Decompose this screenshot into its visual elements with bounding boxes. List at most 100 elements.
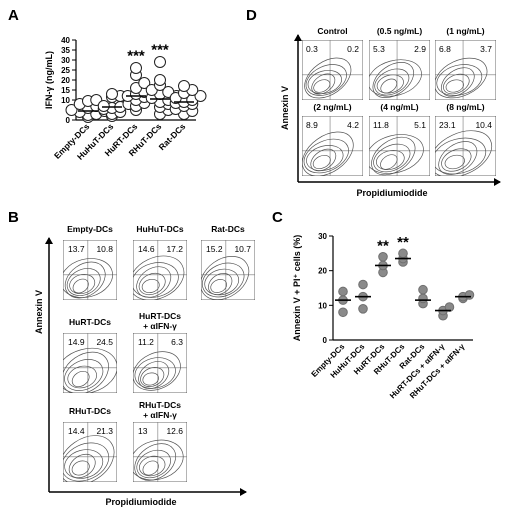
data-point [378, 251, 388, 262]
contour-plot: 5.3 2.9 [369, 40, 430, 100]
contour-line [304, 57, 352, 99]
quadrant-ur-value: 12.6 [166, 426, 183, 436]
plot-title: Empty-DCs [67, 224, 113, 234]
contour-line [134, 443, 177, 481]
data-point [464, 290, 475, 300]
contour-body [435, 116, 496, 176]
quadrant-ul-value: 13.7 [68, 244, 85, 254]
contour-body [435, 40, 496, 100]
y-tick-label: 25 [61, 66, 70, 75]
contour-line [376, 74, 404, 94]
contour-plot: 8.9 4.2 [302, 116, 363, 176]
contour-line [69, 274, 96, 294]
contour-line [435, 130, 493, 176]
contour-line [445, 79, 464, 93]
contour-line [64, 261, 106, 299]
contour-line [306, 145, 344, 171]
contour-plot: 11.8 5.1 [369, 116, 430, 176]
plot-title: (4 ng/mL) [380, 102, 418, 112]
contour-plot: 15.2 10.7 [201, 240, 255, 300]
plot-title: (0.5 ng/mL) [377, 26, 423, 36]
contour-body [133, 333, 187, 393]
panel-a-y-axis-label: IFN-γ (ng/mL) [44, 51, 54, 109]
contour-body [369, 116, 430, 176]
quadrant-ul-value: 11.8 [373, 120, 389, 130]
contour-line [71, 460, 90, 476]
panel-d-y-axis-label: Annexin V [280, 86, 290, 130]
contour-line [374, 68, 410, 96]
contour-line [435, 137, 487, 175]
contour-line [142, 372, 159, 386]
contour-body [63, 333, 117, 393]
contour-line [140, 367, 165, 387]
contour-body [201, 240, 255, 300]
panel-letter-d: D [246, 7, 257, 24]
data-point [130, 62, 142, 74]
plot-title: (8 ng/mL) [446, 102, 484, 112]
data-point [194, 90, 207, 102]
plot-title: HuRT-DCs [69, 317, 111, 327]
quadrant-ur-value: 4.2 [347, 120, 359, 130]
plot-title: Control [317, 26, 347, 36]
plot-subtitle: + αIFN-γ [143, 410, 177, 420]
contour-line [142, 460, 159, 476]
contour-line [72, 278, 89, 294]
contour-line [138, 361, 170, 389]
contour-line [138, 272, 166, 296]
panel-letter-a: A [8, 7, 19, 24]
data-point [97, 100, 110, 112]
data-point [444, 302, 455, 312]
plot-title: (2 ng/mL) [313, 102, 351, 112]
data-point [418, 293, 428, 304]
quadrant-ul-value: 13 [138, 426, 148, 436]
contour-line [133, 262, 179, 298]
y-tick-label: 15 [61, 86, 70, 95]
panel-d-contour-grid: Annexin V Propidiumiodide Control 0.3 0.2 (… [280, 26, 501, 198]
plot-title: (1 ng/mL) [446, 26, 484, 36]
y-tick-label: 10 [318, 301, 327, 310]
category-label: Rat-DCs [157, 121, 188, 152]
contour-line [64, 449, 104, 479]
quadrant-ur-value: 21.3 [96, 426, 113, 436]
plot-title: HuRT-DCs [139, 311, 181, 321]
quadrant-ur-value: 10.4 [475, 120, 492, 130]
quadrant-ul-value: 15.2 [206, 244, 223, 254]
contour-line [312, 154, 331, 170]
quadrant-ur-value: 24.5 [96, 337, 113, 347]
contour-plot: 13.7 10.8 [63, 240, 117, 300]
contour-plot: 23.1 10.4 [435, 116, 496, 176]
quadrant-ur-value: 3.7 [480, 44, 492, 54]
plot-title: Rat-DCs [211, 224, 245, 234]
contour-line [67, 365, 97, 389]
contour-line [68, 453, 96, 479]
plot-frame [133, 240, 187, 300]
y-tick-label: 30 [61, 56, 70, 65]
significance-marker: *** [151, 42, 169, 59]
quadrant-ur-value: 10.8 [96, 244, 113, 254]
contour-plot: 14.4 21.3 [63, 422, 117, 482]
contour-line [136, 266, 172, 298]
contour-line [202, 262, 245, 298]
contour-plot: 11.2 6.3 [133, 333, 187, 393]
data-point [138, 77, 151, 89]
quadrant-ur-value: 0.2 [347, 44, 359, 54]
contour-body [302, 40, 363, 100]
quadrant-ul-value: 5.3 [373, 44, 385, 54]
contour-plot: 14.9 24.5 [63, 333, 117, 393]
contour-line [441, 148, 472, 172]
contour-line [443, 73, 470, 95]
plot-frame [63, 240, 117, 300]
contour-line [133, 351, 181, 391]
contour-line [302, 131, 354, 176]
contour-line [71, 370, 90, 388]
data-point [154, 74, 166, 86]
contour-line [310, 148, 337, 172]
contour-body [63, 422, 117, 482]
contour-plot: 13 12.6 [133, 422, 187, 482]
quadrant-ur-value: 5.1 [414, 120, 426, 130]
data-point [398, 248, 408, 259]
contour-line [375, 149, 405, 171]
contour-line [134, 357, 176, 389]
contour-line [307, 70, 342, 94]
